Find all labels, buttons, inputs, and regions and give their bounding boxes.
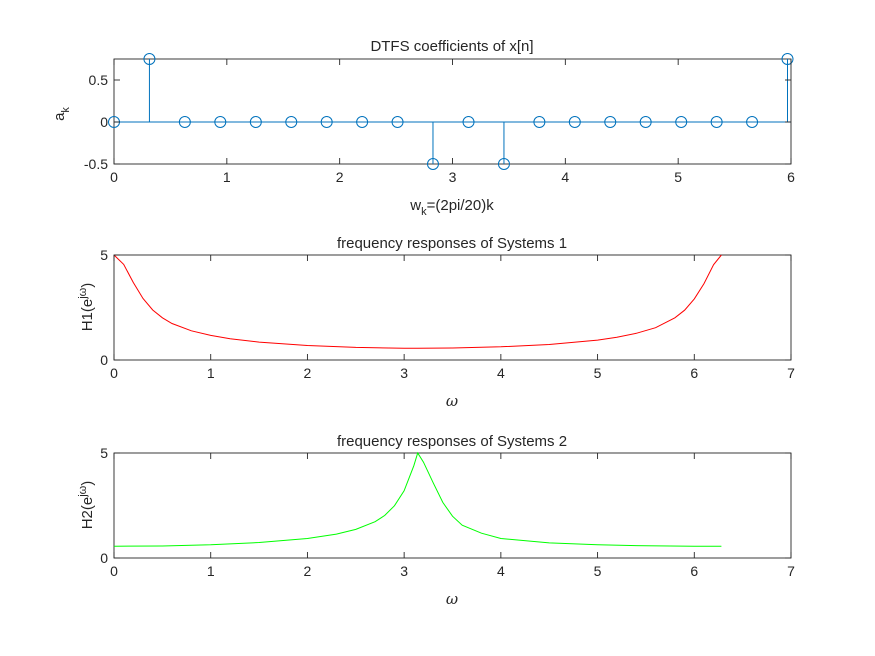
axes-system-1: 0 1 2 3 4 5 6 7 0 5 frequency responses of System… xyxy=(77,235,795,410)
y-axis-label: H1(ejω) xyxy=(77,283,96,332)
tick-group: 0 1 2 3 4 5 6 7 0 5 xyxy=(100,445,795,579)
tick-group: 0 1 2 3 4 5 6-0.500.5 xyxy=(84,59,795,185)
axes-dtfs-coefficients: 0 1 2 3 4 5 6-0.500.5 DTFS coefficients of x[n… xyxy=(51,38,795,218)
y-axis-label: ak xyxy=(51,107,72,121)
y-axis-label: H2(ejω) xyxy=(77,481,96,530)
x-tick-label: 5 xyxy=(594,365,602,381)
stem-marker xyxy=(285,116,298,128)
x-tick-label: 1 xyxy=(207,365,215,381)
chart-title: DTFS coefficients of x[n] xyxy=(370,38,533,55)
y-tick-label: -0.5 xyxy=(84,156,108,172)
stem-marker xyxy=(426,158,439,170)
series-line xyxy=(113,451,722,547)
x-tick-label: 0 xyxy=(110,169,118,185)
stem-marker xyxy=(568,116,581,128)
stem-marker xyxy=(249,116,262,128)
series-line xyxy=(113,254,722,349)
y-tick-label: 0 xyxy=(100,550,108,566)
x-tick-label: 2 xyxy=(304,365,312,381)
y-tick-label: 0 xyxy=(100,114,108,130)
stem-marker xyxy=(214,116,227,128)
x-tick-label: 5 xyxy=(594,563,602,579)
x-tick-label: 0 xyxy=(110,365,118,381)
stem-marker xyxy=(497,158,510,170)
x-axis-label: ω xyxy=(446,392,458,410)
stem-marker xyxy=(746,116,759,128)
y-tick-label: 5 xyxy=(100,247,108,263)
y-tick-label: 0.5 xyxy=(89,72,109,88)
axes-system-2: 0 1 2 3 4 5 6 7 0 5 frequency responses of System… xyxy=(77,433,795,608)
y-tick-label: 5 xyxy=(100,445,108,461)
x-tick-label: 6 xyxy=(690,365,698,381)
stem-marker xyxy=(320,116,333,128)
stem-marker xyxy=(143,53,156,65)
stems xyxy=(108,53,794,170)
x-axis-label: wk=(2pi/20)k xyxy=(409,197,494,218)
x-tick-label: 1 xyxy=(223,169,231,185)
x-tick-label: 1 xyxy=(207,563,215,579)
x-tick-label: 7 xyxy=(787,365,795,381)
tick-group: 0 1 2 3 4 5 6 7 0 5 xyxy=(100,247,795,381)
chart-title: frequency responses of Systems 2 xyxy=(337,433,567,450)
stem-marker xyxy=(710,116,723,128)
x-tick-label: 4 xyxy=(561,169,569,185)
x-tick-label: 7 xyxy=(787,563,795,579)
x-tick-label: 6 xyxy=(690,563,698,579)
stem-marker xyxy=(391,116,404,128)
stem-marker xyxy=(675,116,688,128)
stem-marker xyxy=(462,116,475,128)
stem-marker xyxy=(639,116,652,128)
x-tick-label: 6 xyxy=(787,169,795,185)
y-tick-label: 0 xyxy=(100,352,108,368)
stem-marker xyxy=(604,116,617,128)
stem-marker xyxy=(781,53,794,65)
x-tick-label: 2 xyxy=(336,169,344,185)
x-axis-label: ω xyxy=(446,590,458,608)
x-tick-label: 0 xyxy=(110,563,118,579)
x-tick-label: 5 xyxy=(674,169,682,185)
x-tick-label: 3 xyxy=(400,365,408,381)
x-tick-label: 2 xyxy=(304,563,312,579)
x-tick-label: 4 xyxy=(497,563,505,579)
stem-marker xyxy=(178,116,191,128)
stem-marker xyxy=(356,116,369,128)
x-tick-label: 3 xyxy=(400,563,408,579)
chart-title: frequency responses of Systems 1 xyxy=(337,235,567,252)
x-tick-label: 3 xyxy=(449,169,457,185)
x-tick-label: 4 xyxy=(497,365,505,381)
stem-marker xyxy=(533,116,546,128)
